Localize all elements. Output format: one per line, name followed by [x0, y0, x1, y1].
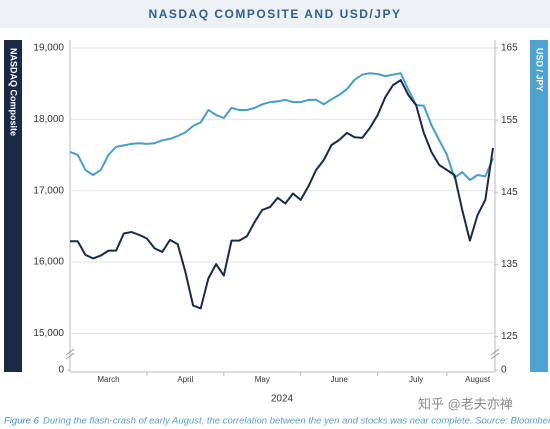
left-axis-band	[4, 40, 22, 372]
chart-title: NASDAQ COMPOSITE AND USD/JPY	[149, 7, 402, 21]
y2-tick-label: 145	[501, 187, 518, 198]
y-tick-label: 16,000	[33, 257, 64, 268]
x-tick-label: May	[255, 375, 270, 384]
x-tick-label: August	[465, 375, 491, 384]
y-tick-label: 17,000	[33, 185, 64, 196]
x-tick-label: July	[409, 375, 423, 384]
y2-axis-label: USD / JPY	[535, 48, 545, 92]
y-tick-label: 15,000	[33, 328, 64, 339]
y2-tick-label: 165	[501, 43, 518, 54]
x-axis-label: 2024	[271, 394, 294, 405]
y2-tick-label: 135	[501, 259, 518, 270]
x-tick-label: April	[177, 375, 193, 384]
watermark: 知乎 @老夫亦禅	[418, 396, 513, 411]
axis-break	[490, 352, 500, 360]
line-series	[69, 72, 494, 181]
line-series	[70, 79, 494, 310]
caption-label: Figure 6	[4, 416, 40, 427]
x-tick-label: June	[331, 375, 349, 384]
axis-break	[65, 352, 75, 360]
axis-break	[65, 348, 75, 356]
caption: During the flash-crash of early August, …	[43, 416, 550, 427]
y2-tick-label: 0	[501, 365, 507, 376]
y-tick-label: 19,000	[33, 43, 64, 54]
y2-tick-label: 155	[501, 115, 518, 126]
title-band	[0, 0, 550, 28]
y-tick-label: 0	[58, 365, 64, 376]
y2-tick-label: 125	[501, 331, 518, 342]
right-axis-band	[530, 40, 548, 372]
y-tick-label: 18,000	[33, 114, 64, 125]
x-tick-label: March	[97, 375, 119, 384]
axis-break	[490, 348, 500, 356]
y-axis-label: NASDAQ Composite	[9, 48, 19, 136]
